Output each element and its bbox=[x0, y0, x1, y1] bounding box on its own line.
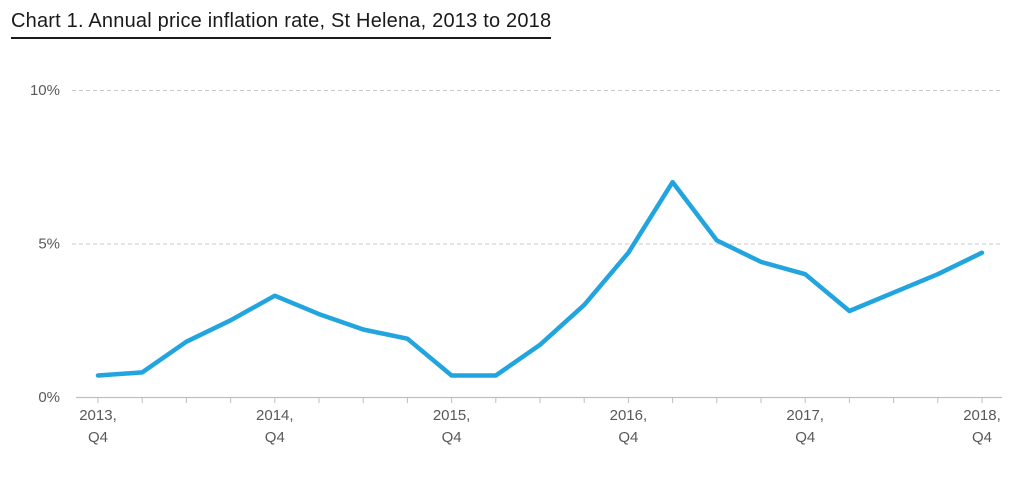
x-tick-label-year: 2016, bbox=[610, 407, 648, 424]
inflation-data-line bbox=[95, 179, 985, 378]
x-tick-label-quarter: Q4 bbox=[972, 429, 992, 446]
x-tick-label-quarter: Q4 bbox=[442, 429, 462, 446]
y-tick-label: 10% bbox=[30, 82, 60, 99]
x-tick-label-quarter: Q4 bbox=[265, 429, 285, 446]
y-tick-label: 0% bbox=[38, 389, 60, 406]
x-tick-label-year: 2013, bbox=[79, 407, 117, 424]
y-tick-label: 5% bbox=[38, 236, 60, 253]
x-tick-label-year: 2018, bbox=[963, 407, 1001, 424]
chart-title: Chart 1. Annual price inflation rate, St… bbox=[11, 10, 552, 39]
x-tick-label-quarter: Q4 bbox=[795, 429, 815, 446]
x-tick-label-year: 2015, bbox=[433, 407, 471, 424]
x-tick-label-year: 2014, bbox=[256, 407, 294, 424]
chart-title-text: Chart 1. Annual price inflation rate, St… bbox=[11, 10, 552, 39]
x-tick-label-quarter: Q4 bbox=[618, 429, 638, 446]
x-tick-label-quarter: Q4 bbox=[88, 429, 108, 446]
x-tick-label-year: 2017, bbox=[786, 407, 824, 424]
